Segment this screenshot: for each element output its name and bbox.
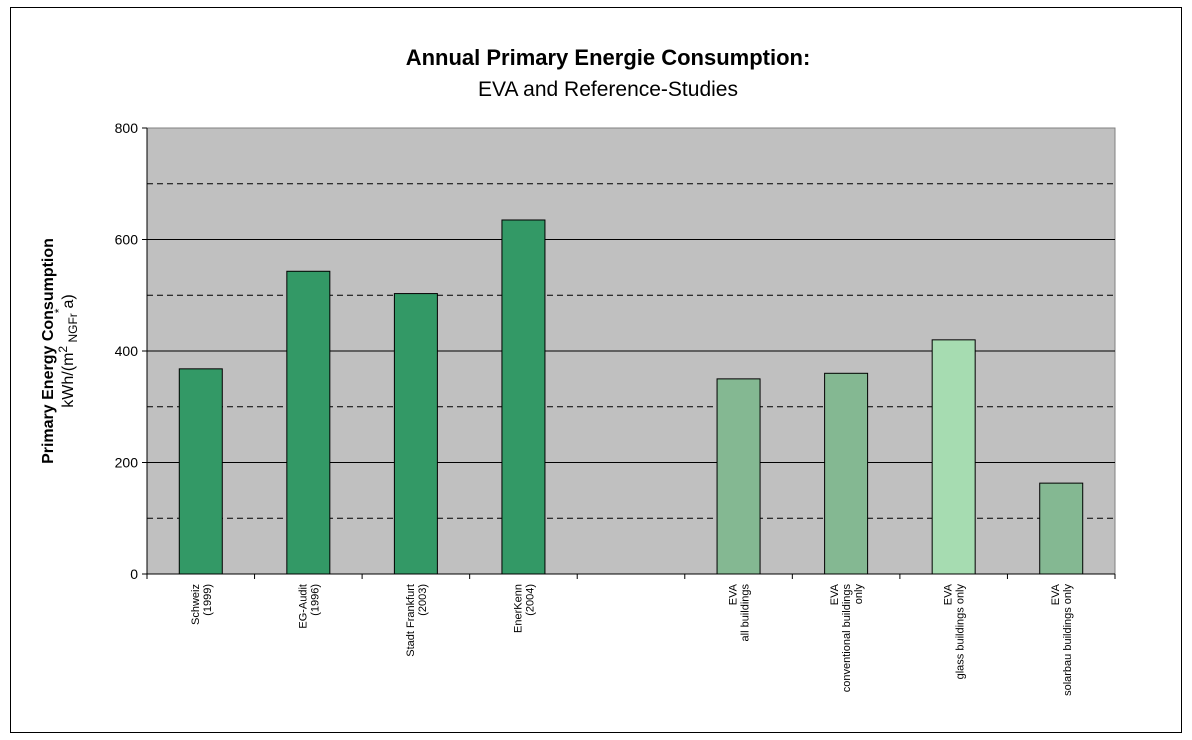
category-label: all buildings [740,584,752,642]
category-label: Schweiz [190,584,202,625]
y-tick-label: 800 [115,120,139,136]
y-tick-label: 200 [115,455,139,471]
bar [716,378,761,575]
category-label: (1996) [309,584,321,616]
chart-frame: Annual Primary Energie Consumption: EVA … [10,7,1182,733]
category-label: (1999) [202,584,214,616]
bar [393,293,438,575]
category-label: EVA [943,583,955,605]
category-label: EVA [829,583,841,605]
category-label: EVA [728,583,740,605]
category-label: EG-Audit [297,584,309,629]
bar [824,372,869,575]
category-label: solarbau buildings only [1062,584,1074,696]
bar [1039,482,1084,575]
category-label: conventional buildings [841,584,853,693]
y-tick-label: 400 [115,343,139,359]
chart-canvas: Annual Primary Energie Consumption: EVA … [40,45,1116,696]
category-label: glass buildings only [955,584,967,680]
chart-title: Annual Primary Energie Consumption: [406,45,811,70]
category-label: EnerKenn [512,584,524,633]
y-tick-label: 0 [130,566,138,582]
plot-area: 0 200 400 600 800 Schweiz (1999) EG-Audit (1996)… [115,120,1116,696]
bar [286,270,331,575]
bar [178,368,223,575]
category-label: only [853,584,865,605]
category-label: (2004) [524,584,536,616]
chart-subtitle: EVA and Reference-Studies [478,78,738,101]
category-label: Stadt Frankfurt [405,584,417,657]
y-tick-label: 600 [115,232,139,248]
category-label: EVA [1050,583,1062,605]
bar [501,219,546,575]
y-axis-title: Primary Energy Consumption [40,238,57,464]
bar [931,339,976,575]
y-axis-unit: kWh/(m2 NGFr*a) [52,294,80,407]
category-label: (2003) [417,584,429,616]
